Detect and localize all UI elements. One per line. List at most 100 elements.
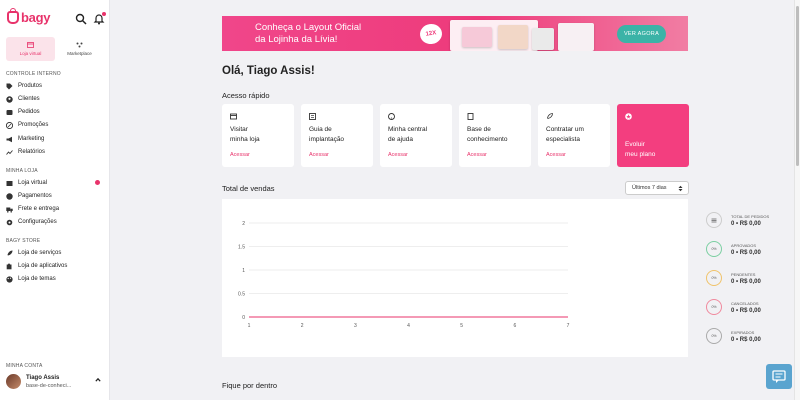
dollar-circle-icon <box>6 192 13 200</box>
quick-card-central-ajuda[interactable]: Minha central de ajuda Acessar <box>380 104 452 167</box>
sidebar-item-loja-servicos[interactable]: Loja de serviços <box>6 247 104 259</box>
tab-label: Loja virtual <box>19 51 42 56</box>
sidebar-item-loja-virtual[interactable]: Loja virtual <box>6 177 104 189</box>
sidebar-item-label: Relatórios <box>18 149 46 155</box>
store-icon <box>27 42 34 48</box>
rocket-icon <box>547 113 553 119</box>
bagy-logo[interactable]: bagy <box>7 8 51 25</box>
puzzle-icon <box>6 263 12 269</box>
stat-ring: 0% <box>706 328 722 344</box>
quick-card-contratar-especialista[interactable]: Contratar um especialista Acessar <box>538 104 610 167</box>
quick-access-title: Acesso rápido <box>222 91 270 100</box>
sidebar-item-loja-aplicativos[interactable]: Loja de aplicativos <box>6 260 104 272</box>
quick-card-base-conhecimento[interactable]: Base de conhecimento Acessar <box>459 104 531 167</box>
banner-line-2: da Lojinha da Lívia! <box>255 34 338 45</box>
stat-value: 0 • R$ 0,00 <box>731 250 761 256</box>
chat-button[interactable] <box>766 364 792 389</box>
logo-text: bagy <box>21 10 51 25</box>
stat-label: TOTAL DE PEDIDOS <box>731 214 770 219</box>
notification-badge <box>102 12 106 16</box>
quick-card-evoluir-plano[interactable]: Evoluir meu plano <box>617 104 689 167</box>
page-scrollbar[interactable] <box>794 0 800 400</box>
promo-banner[interactable]: Conheça o Layout Oficial da Lojinha da L… <box>222 16 688 51</box>
banner-screens-image <box>450 20 600 51</box>
sidebar-item-frete[interactable]: Frete e entrega <box>6 203 104 215</box>
inbox-icon <box>6 109 13 115</box>
stat-aprovados: 0% APROVADOS 0 • R$ 0,00 <box>706 241 796 261</box>
chat-icon <box>772 370 786 383</box>
page-title: Olá, Tiago Assis! <box>222 65 315 77</box>
sidebar-item-label: Clientes <box>18 96 40 102</box>
quick-card-title: Base de conhecimento <box>467 126 508 143</box>
avatar[interactable] <box>6 374 21 389</box>
sidebar-item-pagamentos[interactable]: Pagamentos <box>6 190 104 202</box>
stat-total-pedidos: TOTAL DE PEDIDOS 0 • R$ 0,00 <box>706 212 796 232</box>
sidebar-item-marketing[interactable]: Marketing <box>6 133 104 145</box>
quick-card-link[interactable]: Acessar <box>309 152 329 158</box>
quick-card-title: Evoluir meu plano <box>625 141 656 158</box>
sales-chart-card: 0 0.5 1 1.5 2 1 2 3 4 5 6 7 TOTAL DE PEDIDOS 0 • R$… <box>222 199 769 357</box>
quick-card-link[interactable]: Acessar <box>230 152 250 158</box>
search-icon[interactable] <box>75 13 87 25</box>
chevron-up-icon[interactable] <box>95 377 101 383</box>
banner-text: Conheça o Layout Oficial da Lojinha da L… <box>255 22 361 46</box>
y-tick-label: 1 <box>242 268 245 274</box>
sidebar-item-configuracoes[interactable]: Configurações <box>6 216 104 228</box>
sidebar-item-pedidos[interactable]: Pedidos <box>6 106 104 118</box>
sidebar-item-promocoes[interactable]: Promoções <box>6 119 104 131</box>
alert-dot <box>95 180 100 185</box>
tab-label: Marketplace <box>67 51 92 56</box>
quick-card-title: Guia de implantação <box>309 126 345 143</box>
sidebar-item-label: Pagamentos <box>18 193 52 199</box>
chart-line-icon <box>6 149 13 155</box>
y-tick-label: 2 <box>242 221 245 227</box>
sidebar-item-label: Loja de aplicativos <box>18 263 68 269</box>
main-content: Conheça o Layout Oficial da Lojinha da L… <box>110 0 794 400</box>
sidebar-item-clientes[interactable]: Clientes <box>6 93 104 105</box>
sidebar-item-produtos[interactable]: Produtos <box>6 80 104 92</box>
stat-value: 0 • R$ 0,00 <box>731 308 761 314</box>
quick-card-title: Visitar minha loja <box>230 126 260 143</box>
badge-percent-icon <box>6 121 13 129</box>
sidebar-item-label: Pedidos <box>18 109 40 115</box>
quick-card-link[interactable]: Acessar <box>388 152 408 158</box>
sidebar-header: bagy <box>7 8 106 28</box>
bell-icon <box>93 14 105 25</box>
sidebar-item-label: Loja virtual <box>18 180 48 186</box>
section-title-minha-loja: MINHA LOJA <box>6 168 38 174</box>
stat-value: 0 • R$ 0,00 <box>731 221 761 227</box>
banner-cta-button[interactable]: VER AGORA <box>617 25 666 43</box>
quick-card-visitar-loja[interactable]: Visitar minha loja Acessar <box>222 104 294 167</box>
period-select[interactable]: Últimos 7 dias <box>625 181 689 195</box>
sidebar-item-label: Loja de temas <box>18 276 56 282</box>
x-tick-label: 3 <box>354 323 357 329</box>
truck-icon <box>6 207 13 213</box>
star-icon <box>625 113 632 120</box>
stat-ring: 0% <box>706 270 722 286</box>
palette-icon <box>6 275 13 283</box>
tab-marketplace[interactable]: Marketplace <box>55 37 104 61</box>
gear-icon <box>6 219 13 225</box>
stat-ring: 0% <box>706 299 722 315</box>
sidebar-item-label: Marketing <box>18 136 45 142</box>
banner-line-1: Conheça o Layout Oficial <box>255 22 362 33</box>
list-icon <box>309 113 316 120</box>
account-name: Tiago Assis <box>26 375 60 381</box>
x-tick-label: 4 <box>407 323 410 329</box>
x-tick-label: 1 <box>248 323 251 329</box>
stat-value: 0 • R$ 0,00 <box>731 337 761 343</box>
section-title-minha-conta: MINHA CONTA <box>6 363 43 369</box>
x-tick-label: 6 <box>513 323 516 329</box>
sidebar-item-label: Loja de serviços <box>18 250 62 256</box>
sidebar-item-relatorios[interactable]: Relatórios <box>6 146 104 158</box>
quick-card-guia-implantacao[interactable]: Guia de implantação Acessar <box>301 104 373 167</box>
tab-loja-virtual[interactable]: Loja virtual <box>6 37 55 61</box>
sidebar-item-loja-temas[interactable]: Loja de temas <box>6 273 104 285</box>
bag-logo-icon <box>7 8 19 24</box>
sidebar-item-label: Configurações <box>18 219 57 225</box>
scrollbar-thumb[interactable] <box>796 6 799 166</box>
quick-card-link[interactable]: Acessar <box>467 152 487 158</box>
notifications-button[interactable] <box>93 12 106 25</box>
quick-card-link[interactable]: Acessar <box>546 152 566 158</box>
y-tick-label: 1.5 <box>238 245 245 251</box>
